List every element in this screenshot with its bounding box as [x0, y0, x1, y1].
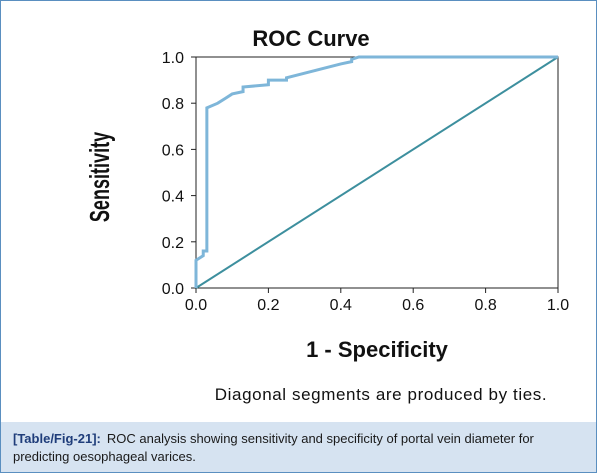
- roc-chart-svg: ROC Curve 0.00.20.40.60.81.0 0.0 0.2 0.4 0.…: [84, 26, 569, 404]
- x-tick-label: 0.0: [185, 297, 207, 314]
- x-tick-label: 0.2: [257, 297, 279, 314]
- y-axis-ticks: 0.0 0.2 0.4 0.6 0.8 1.0: [162, 50, 196, 298]
- y-tick-label: 0.8: [162, 96, 184, 113]
- x-tick-label: 0.4: [330, 297, 352, 314]
- y-tick-label: 0.4: [162, 189, 184, 206]
- y-tick-label: 0.6: [162, 142, 184, 159]
- y-tick-label: 0.2: [162, 235, 184, 252]
- x-axis-title: 1 - Specificity: [306, 337, 449, 362]
- caption-label: [Table/Fig-21]:: [13, 431, 101, 446]
- ties-note: Diagonal segments are produced by ties.: [215, 385, 547, 404]
- roc-chart: ROC Curve 0.0 0.2 0.4 0.6 0.8 1.0 0.0 0.2 0.4 0.…: [1, 1, 596, 421]
- x-tick-label: 1.0: [547, 297, 569, 314]
- y-tick-label: 1.0: [162, 50, 184, 67]
- y-tick-label: 0.0: [162, 281, 184, 298]
- y-axis-title: Sensitivity: [84, 132, 115, 222]
- x-axis-ticks: 0.0 0.2 0.4 0.6 0.8 1.0: [185, 288, 569, 314]
- x-tick-label: 0.8: [474, 297, 496, 314]
- chart-title: ROC Curve: [252, 26, 369, 51]
- figure-caption: [Table/Fig-21]: ROC analysis showing sens…: [1, 422, 596, 472]
- caption-text: ROC analysis showing sensitivity and spe…: [13, 431, 534, 464]
- x-tick-label: 0.6: [402, 297, 424, 314]
- reference-diagonal-line: [195, 56, 559, 289]
- roc-curve-line: [194, 55, 558, 288]
